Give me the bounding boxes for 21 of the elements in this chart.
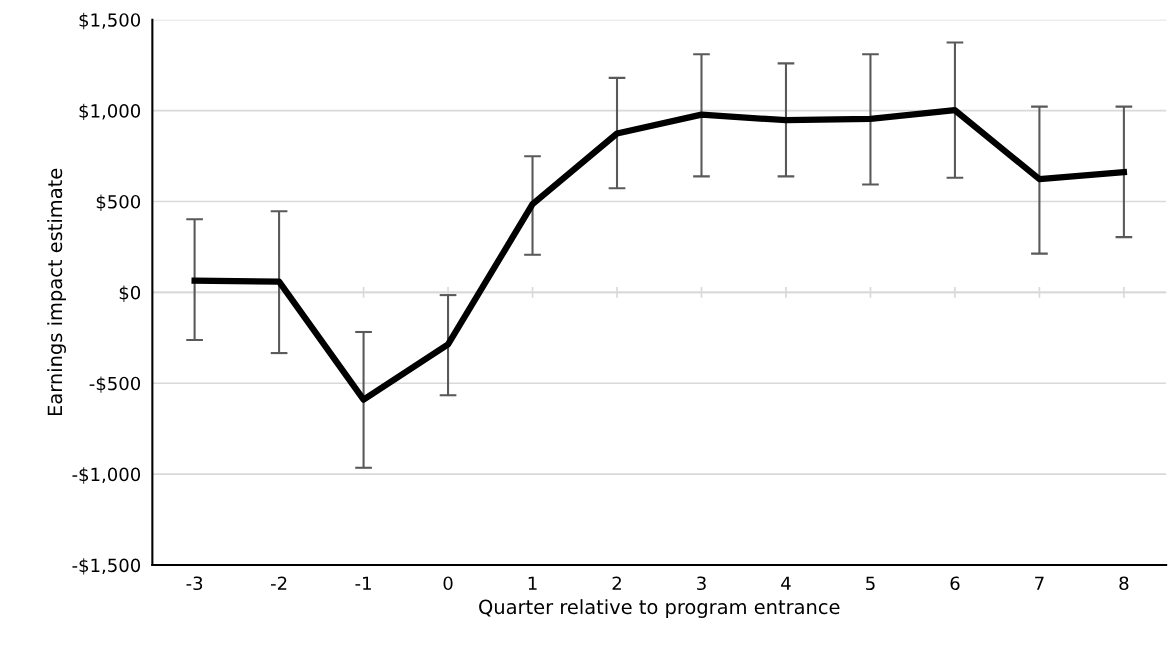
y-tick-label: $0 bbox=[119, 285, 141, 302]
x-tick-label: -3 bbox=[186, 576, 203, 591]
y-tick-label: -$1,000 bbox=[72, 467, 141, 484]
y-tick-label: $1,000 bbox=[79, 103, 141, 121]
x-tick-label: 1 bbox=[528, 576, 537, 590]
x-tick-label: 5 bbox=[866, 576, 875, 591]
x-tick-label: -2 bbox=[270, 576, 287, 590]
x-tick-label: 7 bbox=[1035, 576, 1044, 590]
x-tick-label: -1 bbox=[355, 576, 371, 590]
x-tick-label: 3 bbox=[697, 576, 706, 591]
y-axis-title: Earnings impact estimate bbox=[47, 168, 66, 416]
x-tick-label: 6 bbox=[950, 576, 960, 591]
y-tick-label: -$500 bbox=[89, 376, 141, 393]
y-tick-label: -$1,500 bbox=[72, 558, 141, 575]
x-tick-label: 4 bbox=[781, 576, 791, 590]
y-tick-label: $1,500 bbox=[79, 12, 141, 30]
x-axis-title: Quarter relative to program entrance bbox=[479, 599, 840, 618]
x-tick-label: 2 bbox=[612, 576, 621, 590]
x-tick-label: 8 bbox=[1119, 576, 1129, 591]
y-tick-label: $500 bbox=[96, 194, 141, 211]
x-tick-label: 0 bbox=[443, 576, 453, 591]
